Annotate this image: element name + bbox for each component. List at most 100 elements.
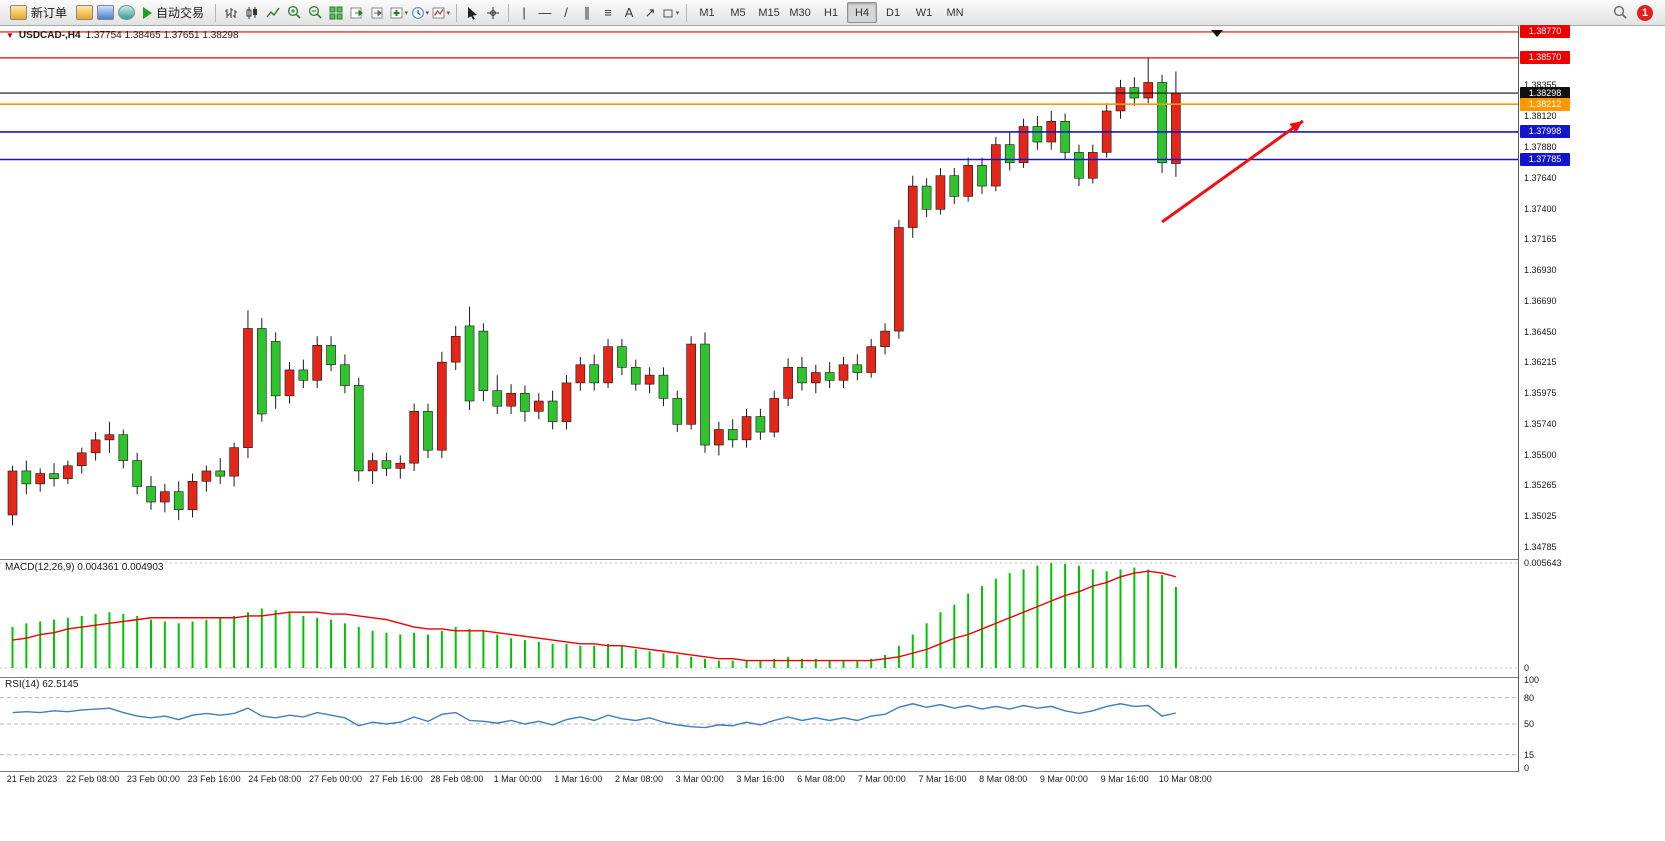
search-icon[interactable] xyxy=(1610,3,1630,23)
crosshair-tool-icon[interactable] xyxy=(483,3,503,23)
rsi-panel[interactable] xyxy=(0,678,1518,770)
timeframe-d1-button[interactable]: D1 xyxy=(886,6,901,19)
price-tick-label: 1.38355 xyxy=(1524,80,1557,91)
chevron-down-icon: ▾ xyxy=(675,9,680,17)
symbol-ohlc-label: ▼ USDCAD-,H4 1.37754 1.38465 1.37651 1.3… xyxy=(6,30,239,41)
scale-divider xyxy=(1518,26,1519,772)
price-line-box: 1.37785 xyxy=(1520,153,1570,166)
price-tick-label: 1.35500 xyxy=(1524,449,1557,460)
time-axis-label: 23 Feb 16:00 xyxy=(187,774,241,784)
time-axis-label: 23 Feb 00:00 xyxy=(126,774,180,784)
axis-divider xyxy=(0,771,1568,772)
toolbar-separator xyxy=(456,3,458,22)
tick-direction-icon: ▼ xyxy=(6,31,14,40)
auto-trading-button[interactable]: 自动交易 xyxy=(137,1,210,24)
new-order-button[interactable]: 新订单 xyxy=(4,1,73,24)
ohlc-values: 1.37754 1.38465 1.37651 1.38298 xyxy=(85,30,239,41)
main-chart-canvas[interactable] xyxy=(0,26,1518,559)
time-axis-label: 7 Mar 16:00 xyxy=(918,774,967,784)
rsi-axis-label: 80 xyxy=(1524,692,1535,703)
auto-trading-play-icon xyxy=(143,6,153,19)
price-line-box: 1.38770 xyxy=(1520,25,1570,39)
macd-indicator-label: MACD(12,26,9) 0.004361 0.004903 xyxy=(5,562,164,573)
time-axis-label: 9 Mar 16:00 xyxy=(1100,774,1149,784)
price-line-box: 1.38212 xyxy=(1520,97,1570,111)
macd-axis-label: 0.005643 xyxy=(1524,558,1562,568)
bar-chart-type-icon[interactable] xyxy=(221,3,241,23)
vertical-line-tool-icon[interactable]: | xyxy=(522,5,526,20)
macd-axis-label: 0 xyxy=(1524,663,1530,673)
time-axis-label: 10 Mar 08:00 xyxy=(1158,774,1212,784)
timeframe-mn-button[interactable]: MN xyxy=(946,6,964,19)
time-axis-label: 1 Mar 00:00 xyxy=(493,774,542,784)
price-scale[interactable]: 1.38770 1.38570 1.38298 1.38212 1.37998 1.377… xyxy=(1519,25,1665,773)
cursor-tool-icon[interactable] xyxy=(462,3,482,23)
arrows-tool-icon[interactable]: ↗ xyxy=(644,4,656,20)
time-axis-label: 3 Mar 00:00 xyxy=(675,774,724,784)
tile-windows-icon[interactable] xyxy=(326,3,346,23)
time-axis-label: 22 Feb 08:00 xyxy=(66,774,120,784)
price-tick-label: 1.35975 xyxy=(1524,388,1557,399)
period-dropdown[interactable]: ▾ xyxy=(410,3,430,23)
indicators-dropdown[interactable]: ▾ xyxy=(431,3,451,23)
main-toolbar: 新订单 自动交易 xyxy=(0,0,1665,26)
timeframe-m15-button[interactable]: M15 xyxy=(758,6,780,19)
chevron-down-icon: ▾ xyxy=(425,9,430,17)
toolbar-separator xyxy=(508,3,510,22)
price-tick-label: 1.37880 xyxy=(1524,141,1557,152)
rsi-axis-label: 0 xyxy=(1524,763,1530,773)
time-axis-label: 28 Feb 08:00 xyxy=(430,774,484,784)
rsi-axis-label: 15 xyxy=(1524,749,1535,760)
chevron-down-icon: ▾ xyxy=(446,9,451,17)
rsi-axis-label: 100 xyxy=(1524,675,1540,685)
candlestick-chart-type-icon[interactable] xyxy=(242,3,262,23)
timeframe-h1-button[interactable]: H1 xyxy=(824,6,839,19)
price-line-box: 1.37998 xyxy=(1520,125,1570,139)
panel-divider[interactable] xyxy=(0,559,1568,560)
price-tick-label: 1.36690 xyxy=(1524,295,1557,306)
time-axis-label: 2 Mar 08:00 xyxy=(614,774,664,784)
line-chart-type-icon[interactable] xyxy=(263,3,283,23)
time-axis-label: 3 Mar 16:00 xyxy=(736,774,785,784)
price-tick-label: 1.37640 xyxy=(1524,172,1557,183)
panel-divider[interactable] xyxy=(0,677,1568,678)
price-tick-label: 1.34785 xyxy=(1524,542,1557,553)
timeframe-m5-button[interactable]: M5 xyxy=(730,6,746,19)
timeframe-m1-button[interactable]: M1 xyxy=(699,6,715,19)
channel-tool-icon[interactable]: ∥ xyxy=(583,4,591,20)
new-chart-dropdown[interactable]: ▾ xyxy=(389,3,409,23)
auto-scroll-icon[interactable] xyxy=(347,3,367,23)
shapes-dropdown[interactable]: ▾ xyxy=(661,3,681,23)
symbol-name: USDCAD-,H4 xyxy=(18,30,81,41)
time-axis[interactable]: 21 Feb 2023 22 Feb 08:00 23 Feb 00:00 23 Fe… xyxy=(0,772,1518,789)
trendline-tool-icon[interactable]: / xyxy=(564,5,568,20)
time-axis-label: 27 Feb 16:00 xyxy=(369,774,423,784)
horizontal-line-tool-icon[interactable]: — xyxy=(538,5,552,20)
timeframe-m30-button[interactable]: M30 xyxy=(789,6,811,19)
chart-shift-icon[interactable] xyxy=(368,3,388,23)
time-axis-label: 1 Mar 16:00 xyxy=(554,774,603,784)
timeframe-h4-button[interactable]: H4 xyxy=(847,2,878,23)
zoom-in-icon[interactable] xyxy=(284,3,304,23)
rsi-indicator-label: RSI(14) 62.5145 xyxy=(5,679,79,690)
price-tick-label: 1.35265 xyxy=(1524,480,1557,491)
time-axis-label: 9 Mar 00:00 xyxy=(1039,774,1088,784)
auto-trading-label: 自动交易 xyxy=(156,6,205,20)
price-tick-label: 1.36215 xyxy=(1524,357,1557,368)
timeframe-w1-button[interactable]: W1 xyxy=(915,6,933,19)
rsi-axis-label: 50 xyxy=(1524,719,1535,729)
notification-badge[interactable]: 1 xyxy=(1637,4,1653,21)
time-axis-label: 27 Feb 00:00 xyxy=(308,774,363,784)
toolbar-separator xyxy=(215,3,217,22)
price-tick-label: 1.35025 xyxy=(1524,511,1557,522)
time-axis-label: 7 Mar 00:00 xyxy=(857,774,906,784)
market-watch-icon[interactable] xyxy=(74,3,94,23)
navigator-icon[interactable] xyxy=(116,3,136,23)
price-line-box: 1.38570 xyxy=(1520,51,1570,65)
text-tool-icon[interactable]: A xyxy=(624,5,634,20)
fibonacci-tool-icon[interactable]: ≡ xyxy=(604,5,612,20)
macd-panel[interactable] xyxy=(0,560,1518,676)
zoom-out-icon[interactable] xyxy=(305,3,325,23)
data-window-icon[interactable] xyxy=(95,3,115,23)
time-axis-label: 24 Feb 08:00 xyxy=(248,774,302,784)
